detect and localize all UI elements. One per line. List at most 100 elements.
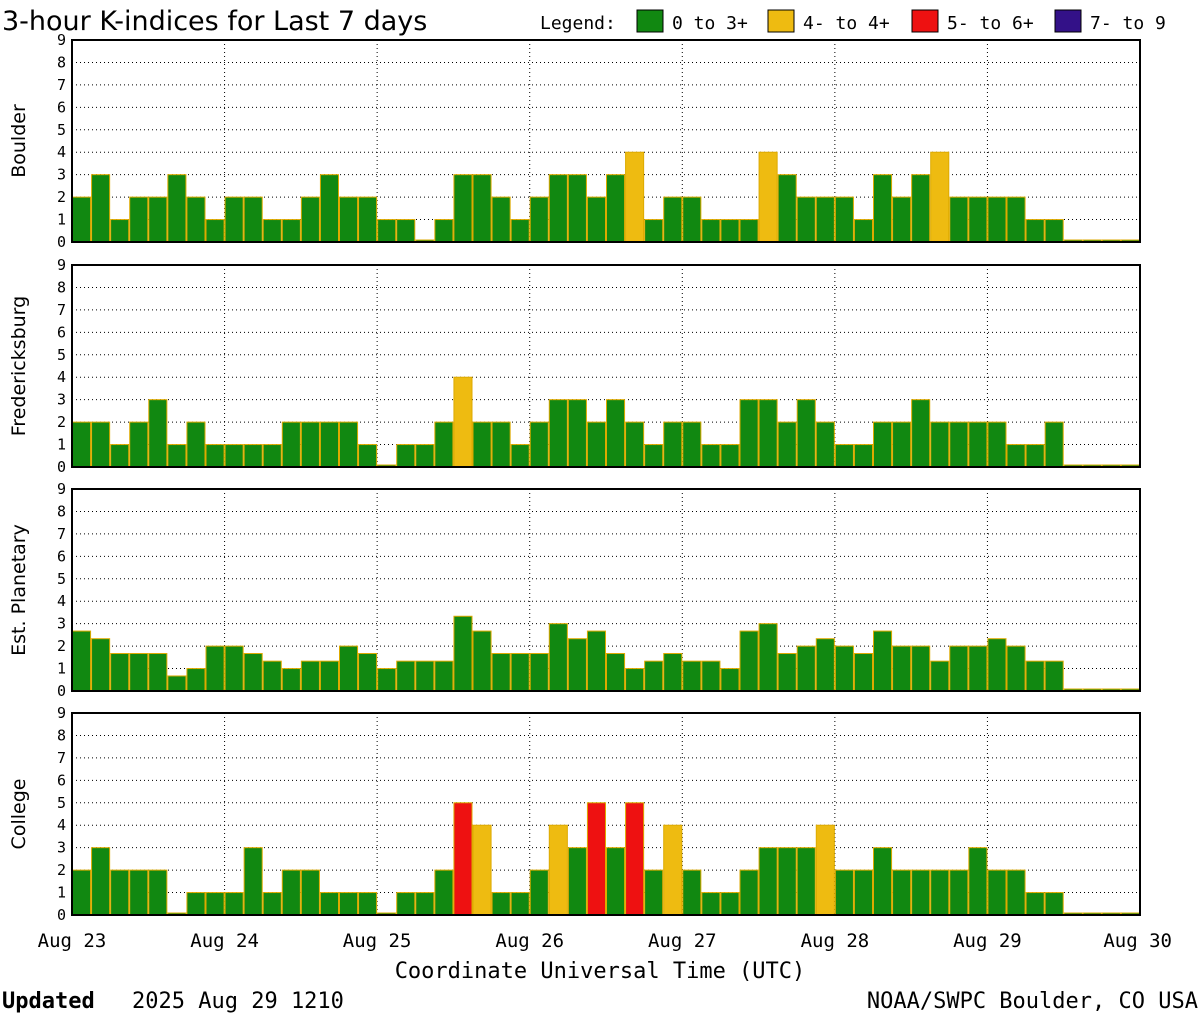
k-index-bar bbox=[243, 653, 263, 692]
k-index-bar bbox=[415, 892, 435, 916]
k-index-bar bbox=[262, 444, 282, 468]
k-index-bar bbox=[663, 653, 683, 692]
y-tick-label: 3 bbox=[57, 839, 66, 857]
k-index-bar bbox=[1025, 660, 1045, 692]
y-tick-label: 1 bbox=[57, 884, 66, 902]
k-index-bar bbox=[243, 847, 263, 916]
k-index-bar bbox=[644, 869, 664, 916]
k-index-bar bbox=[396, 444, 416, 468]
k-index-bar bbox=[339, 645, 359, 692]
k-index-bar bbox=[529, 869, 549, 916]
k-index-bar bbox=[701, 660, 721, 692]
k-index-bar bbox=[1044, 219, 1064, 243]
legend-swatch-0-3 bbox=[636, 9, 664, 33]
k-index-bar bbox=[205, 444, 225, 468]
station-label: Boulder bbox=[8, 104, 30, 178]
k-index-bar bbox=[1025, 219, 1045, 243]
k-index-bar bbox=[129, 421, 149, 468]
y-tick-label: 6 bbox=[57, 323, 66, 341]
k-index-bar bbox=[949, 196, 969, 243]
y-tick-label: 8 bbox=[57, 278, 66, 296]
k-index-bar bbox=[491, 653, 511, 692]
k-index-bar bbox=[472, 174, 492, 243]
k-index-bar bbox=[434, 869, 454, 916]
k-index-bar bbox=[930, 660, 950, 692]
k-index-bar bbox=[510, 444, 530, 468]
station-label: Est. Planetary bbox=[8, 524, 30, 656]
y-tick-label: 0 bbox=[57, 233, 66, 251]
y-tick-label: 9 bbox=[57, 31, 66, 49]
k-index-bar bbox=[453, 615, 473, 692]
k-index-bar bbox=[586, 802, 607, 916]
y-tick-label: 2 bbox=[57, 861, 66, 879]
y-tick-label: 3 bbox=[57, 391, 66, 409]
k-index-bar bbox=[91, 421, 111, 468]
x-tick-label: Aug 28 bbox=[801, 930, 870, 952]
k-index-bar bbox=[491, 892, 511, 916]
k-index-bar bbox=[129, 869, 149, 916]
k-index-bar bbox=[911, 399, 931, 468]
k-index-bar bbox=[663, 824, 683, 916]
y-tick-label: 0 bbox=[57, 458, 66, 476]
k-index-bar bbox=[319, 660, 339, 692]
y-tick-label: 2 bbox=[57, 188, 66, 206]
y-tick-label: 0 bbox=[57, 682, 66, 700]
k-index-bar bbox=[453, 174, 473, 243]
k-index-bar bbox=[586, 630, 607, 692]
k-index-bar bbox=[110, 444, 130, 468]
y-tick-label: 3 bbox=[57, 166, 66, 184]
panel-est-planetary: 0 1 2 3 4 5 6 7 8 9 Est. Planetary bbox=[8, 480, 1141, 700]
k-index-bar bbox=[758, 399, 778, 468]
y-tick-label: 5 bbox=[57, 570, 66, 588]
k-index-bar bbox=[853, 219, 874, 243]
panel-boulder: 0 1 2 3 4 5 6 7 8 9 Boulder bbox=[8, 31, 1141, 251]
k-index-bar bbox=[968, 847, 988, 916]
y-tick-label: 4 bbox=[57, 816, 66, 834]
k-index-bar bbox=[358, 653, 378, 692]
k-index-bar bbox=[434, 660, 454, 692]
x-tick-label: Aug 30 bbox=[1103, 930, 1172, 952]
k-index-bar bbox=[853, 869, 874, 916]
station-label: College bbox=[8, 779, 30, 850]
k-index-bar bbox=[834, 645, 854, 692]
k-index-bar bbox=[72, 421, 92, 468]
k-index-bar bbox=[1025, 892, 1045, 916]
y-tick-label: 4 bbox=[57, 143, 66, 161]
k-index-bar bbox=[186, 668, 206, 692]
k-index-bar bbox=[815, 824, 835, 916]
k-index-bar bbox=[815, 196, 835, 243]
k-index-bar bbox=[415, 444, 435, 468]
k-index-bar bbox=[529, 421, 549, 468]
k-index-bar bbox=[339, 196, 359, 243]
k-index-bar bbox=[682, 196, 702, 243]
k-index-bar bbox=[548, 174, 568, 243]
k-index-bar bbox=[815, 421, 835, 468]
k-index-bar bbox=[243, 196, 263, 243]
k-index-bar bbox=[224, 892, 244, 916]
k-index-bar bbox=[606, 399, 626, 468]
k-index-bar bbox=[529, 653, 549, 692]
k-index-bar bbox=[987, 196, 1007, 243]
k-index-bar bbox=[987, 421, 1007, 468]
y-tick-label: 3 bbox=[57, 615, 66, 633]
y-tick-label: 1 bbox=[57, 660, 66, 678]
k-index-bar bbox=[510, 653, 530, 692]
k-index-bar bbox=[873, 174, 893, 243]
y-tick-label: 8 bbox=[57, 726, 66, 744]
k-index-bar bbox=[682, 660, 702, 692]
y-tick-label: 6 bbox=[57, 98, 66, 116]
k-index-bar bbox=[453, 376, 473, 468]
k-index-bar bbox=[911, 174, 931, 243]
k-index-bar bbox=[987, 869, 1007, 916]
panel-college: 0 1 2 3 4 5 6 7 8 9 College bbox=[8, 704, 1141, 924]
k-index-bar bbox=[586, 196, 607, 243]
panel-fredericksburg: 0 1 2 3 4 5 6 7 8 9 Fredericksburg bbox=[8, 256, 1141, 476]
k-index-bar bbox=[873, 630, 893, 692]
k-index-bar bbox=[1044, 660, 1064, 692]
k-index-bar bbox=[262, 892, 282, 916]
k-index-bar bbox=[167, 174, 187, 243]
k-index-bar bbox=[186, 196, 206, 243]
k-index-bar bbox=[663, 196, 683, 243]
k-index-bar bbox=[911, 869, 931, 916]
